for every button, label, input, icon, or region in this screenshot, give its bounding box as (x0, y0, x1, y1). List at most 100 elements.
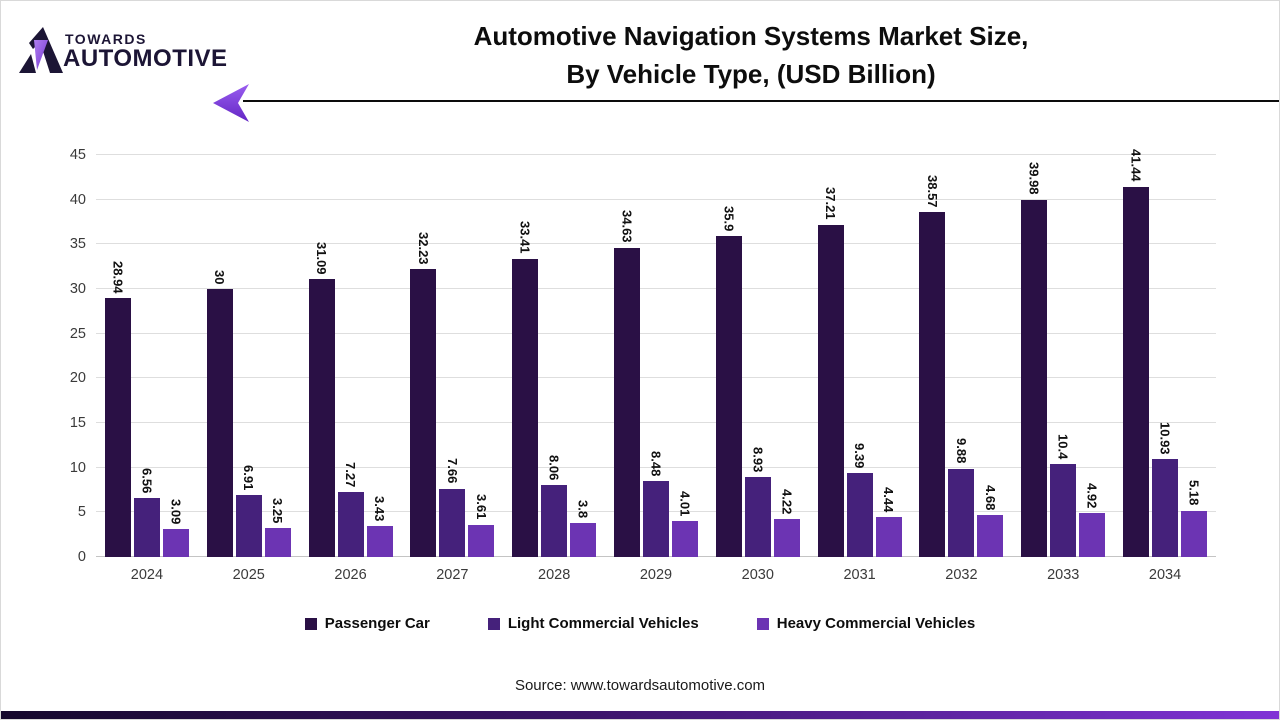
y-tick-30: 30 (69, 281, 86, 297)
x-axis-label-2032: 2032 (945, 567, 978, 583)
legend-label: Passenger Car (324, 615, 430, 632)
bar: 3.8 (570, 500, 597, 557)
x-axis-label-2028: 2028 (538, 567, 571, 583)
legend: Passenger Car Light Commercial Vehicles He… (1, 615, 1279, 632)
logo-text-towards: TOWARDS (65, 31, 147, 47)
chart-title: Automotive Navigation Systems Market Siz… (291, 17, 1211, 93)
x-axis-label-2030: 2030 (741, 567, 774, 583)
x-axis-label-2029: 2029 (639, 567, 673, 583)
bar-value-label: 8.48 (648, 450, 664, 477)
bar: 7.66 (439, 458, 466, 557)
bar: 34.63 (613, 210, 640, 557)
x-axis-label-2033: 2033 (1047, 567, 1080, 583)
bar: 10.4 (1050, 434, 1077, 557)
bar-group-2025: 30 6.91 3.25 (198, 155, 300, 557)
bar-group-2032: 38.57 9.88 4.68 (911, 155, 1013, 557)
y-tick-45: 45 (69, 147, 86, 163)
x-axis-label-2027: 2027 (436, 567, 469, 583)
bar-group-2030: 35.9 8.93 4.22 (707, 155, 809, 557)
bar-group-2028: 33.41 8.06 3.8 (503, 155, 605, 557)
bar-value-label: 37.21 (823, 187, 839, 220)
y-tick-25: 25 (69, 325, 86, 342)
bar-group-2024: 28.94 6.56 3.09 (96, 155, 198, 557)
bar-value-label: 4.44 (881, 487, 897, 513)
bar-group-2031: 37.21 9.39 4.44 (809, 155, 911, 557)
left-arrow-icon (213, 84, 249, 122)
y-tick-40: 40 (69, 191, 86, 208)
bar-value-label: 7.66 (444, 458, 460, 484)
bar-value-label: 10.4 (1055, 433, 1071, 460)
bar: 8.06 (541, 455, 568, 557)
bars-row: 28.94 6.56 3.09 30 6.91 3.25 31.09 7.27 3.43 32.2… (96, 149, 1216, 557)
x-axis-label-2031: 2031 (843, 567, 876, 583)
bar: 37.21 (817, 187, 844, 557)
gridline-45 (96, 154, 1216, 155)
gridline-35 (96, 243, 1216, 245)
x-axis-label-2034: 2034 (1148, 567, 1182, 583)
bar: 10.93 (1152, 422, 1179, 557)
bar-value-label: 9.88 (953, 438, 969, 464)
chart-title-line1: Automotive Navigation Systems Market Siz… (473, 21, 1029, 51)
logo-text-automotive: AUTOMOTIVE (63, 45, 228, 72)
bar: 3.43 (366, 496, 393, 557)
bar: 8.48 (642, 451, 669, 557)
x-axis-label-2025: 2025 (232, 567, 265, 583)
bar: 9.88 (948, 438, 975, 557)
bar-value-label: 31.09 (314, 241, 330, 275)
bar-value-label: 6.56 (139, 468, 155, 494)
bar-value-label: 3.09 (168, 499, 184, 525)
legend-item: Passenger Car (304, 615, 430, 632)
gridline-40 (96, 198, 1216, 200)
bar-group-2034: 41.44 10.93 5.18 (1114, 149, 1216, 557)
bar-value-label: 8.06 (546, 454, 562, 480)
y-tick-10: 10 (69, 459, 86, 476)
bar-value-label: 7.27 (343, 461, 359, 488)
bar: 28.94 (104, 261, 131, 557)
bar: 4.01 (671, 491, 698, 557)
bar: 35.9 (715, 206, 742, 557)
legend-item: Light Commercial Vehicles (487, 615, 699, 632)
bar: 32.23 (410, 232, 437, 557)
gridline-25 (96, 332, 1216, 334)
gridline-30 (96, 288, 1216, 289)
bar-value-label: 38.57 (924, 174, 940, 208)
legend-swatch-icon (487, 617, 500, 630)
y-tick-35: 35 (69, 236, 86, 253)
bar-value-label: 9.39 (852, 442, 868, 469)
bar: 3.25 (264, 498, 291, 557)
bar: 39.98 (1021, 162, 1048, 557)
bar-value-label: 6.91 (241, 464, 257, 491)
bar-group-2026: 31.09 7.27 3.43 (300, 155, 402, 557)
bar: 4.92 (1079, 483, 1106, 557)
bar: 33.41 (512, 221, 539, 557)
bar-value-label: 35.9 (721, 205, 737, 232)
legend-item: Heavy Commercial Vehicles (756, 615, 975, 632)
bar-value-label: 33.41 (517, 221, 533, 254)
bar-value-label: 10.93 (1157, 421, 1173, 455)
bar-value-label: 4.22 (779, 489, 795, 515)
bar: 6.91 (235, 465, 262, 557)
x-axis-label-2024: 2024 (130, 567, 164, 583)
y-tick-5: 5 (77, 504, 86, 521)
bar: 31.09 (308, 242, 335, 557)
plot-area: 0 5 10 15 20 25 30 35 40 45 28.94 6.56 3.09 30 6.91 3.2… (70, 147, 1216, 565)
bar: 30 (206, 270, 233, 557)
towards-automotive-logo-icon (19, 27, 63, 73)
bar-value-label: 3.25 (270, 497, 286, 523)
bar-value-label: 3.43 (372, 496, 388, 522)
bar-value-label: 34.63 (619, 210, 635, 243)
bar-group-2027: 32.23 7.66 3.61 (401, 155, 503, 557)
bar-group-2029: 34.63 8.48 4.01 (605, 155, 707, 557)
y-tick-20: 20 (69, 370, 86, 387)
bar: 3.09 (162, 499, 189, 557)
bottom-gradient-bar (1, 711, 1279, 719)
bar: 3.61 (468, 494, 495, 557)
y-tick-15: 15 (69, 415, 86, 431)
bar: 7.27 (337, 462, 364, 557)
bar: 4.44 (875, 487, 902, 557)
y-tick-0: 0 (77, 549, 86, 565)
bar-value-label: 28.94 (110, 260, 126, 294)
bar-value-label: 4.01 (677, 490, 693, 517)
bar-value-label: 3.61 (473, 494, 489, 520)
